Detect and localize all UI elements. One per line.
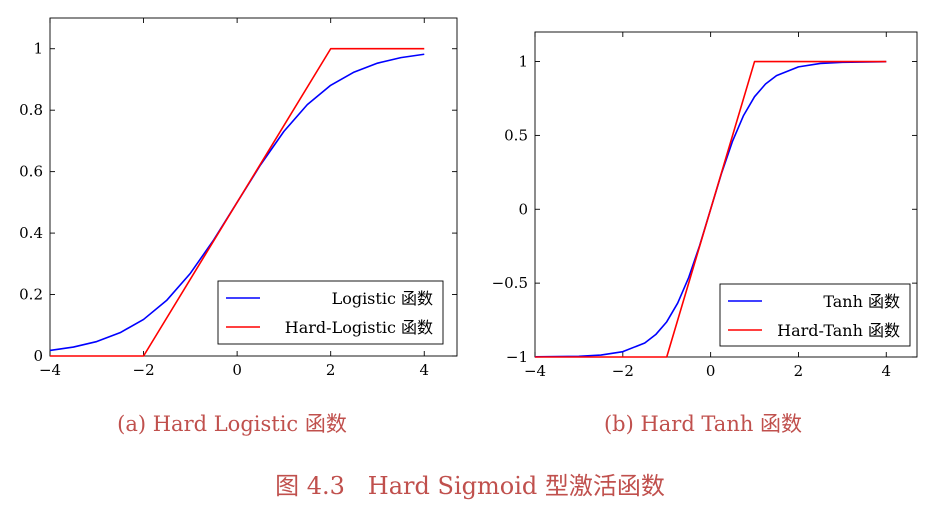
panel-a-hard-logistic: −4 −2 0 2 4 0 0.2 0.4 0.6 0.8 1 Logistic 函数 Hard-Log… bbox=[19, 17, 458, 379]
legend-label: Hard-Tanh 函数 bbox=[777, 321, 900, 340]
y-tick-label: 0 bbox=[33, 347, 43, 365]
series-line-hard bbox=[50, 47, 425, 357]
subcaption-a: (a) Hard Logistic 函数 bbox=[117, 412, 347, 436]
x-tick-label: 4 bbox=[419, 361, 429, 379]
y-tick-label: 0.4 bbox=[19, 224, 43, 242]
subcaption-b: (b) Hard Tanh 函数 bbox=[604, 412, 802, 436]
y-tick-label: 0.8 bbox=[19, 101, 43, 119]
y-tick-label: 1 bbox=[518, 53, 528, 71]
x-tick-label: 2 bbox=[794, 362, 804, 380]
y-tick-label: 0.2 bbox=[19, 286, 43, 304]
legend: Logistic 函数 Hard-Logistic 函数 bbox=[217, 280, 444, 345]
figure-caption: 图 4.3 Hard Sigmoid 型激活函数 bbox=[275, 472, 665, 500]
legend-label: Logistic 函数 bbox=[332, 289, 433, 308]
panel-b-hard-tanh: −4 −2 0 2 4 −1 −0.5 0 0.5 1 Tanh 函数 Hard-Tanh 函数 bbox=[492, 31, 918, 380]
x-tick-label: 4 bbox=[881, 362, 891, 380]
legend-label: Tanh 函数 bbox=[823, 292, 900, 311]
y-tick-label: −0.5 bbox=[492, 274, 528, 292]
x-tick-label: −2 bbox=[133, 361, 155, 379]
axes-frame bbox=[49, 17, 458, 357]
y-tick-label: 1 bbox=[33, 40, 43, 58]
legend-box bbox=[217, 280, 444, 345]
y-tick-label: 0.5 bbox=[504, 126, 528, 144]
legend: Tanh 函数 Hard-Tanh 函数 bbox=[719, 283, 911, 347]
x-tick-label: 0 bbox=[232, 361, 242, 379]
y-tick-label: −1 bbox=[506, 348, 528, 366]
series-line-hard bbox=[535, 60, 887, 358]
y-tick-label: 0.6 bbox=[19, 163, 43, 181]
x-tick-label: 2 bbox=[326, 361, 336, 379]
x-tick-label: 0 bbox=[706, 362, 716, 380]
x-tick-label: −2 bbox=[612, 362, 634, 380]
y-tick-label: 0 bbox=[518, 200, 528, 218]
x-tick-label: −4 bbox=[524, 362, 546, 380]
axes-frame bbox=[534, 31, 918, 358]
legend-box bbox=[719, 283, 911, 347]
legend-label: Hard-Logistic 函数 bbox=[285, 318, 433, 337]
x-tick-label: −4 bbox=[39, 361, 61, 379]
